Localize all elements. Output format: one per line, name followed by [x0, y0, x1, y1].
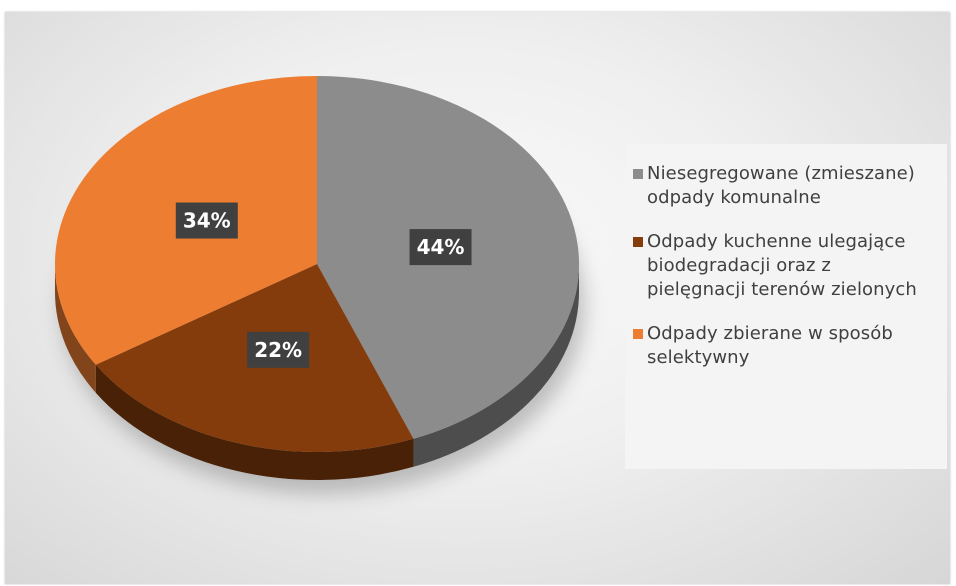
pie-chart: 44% 22% 34% [55, 75, 585, 494]
data-label-box-mixed-waste [409, 229, 472, 266]
pie-side-mixed-waste [413, 264, 579, 467]
legend-label-selective-waste: Odpady zbierane w sposób selektywny [647, 323, 893, 368]
legend-item-mixed-waste: Niesegregowane (zmieszane) odpady komunal… [633, 162, 939, 210]
legend-label-mixed-waste: Niesegregowane (zmieszane) odpady komunal… [647, 163, 915, 208]
legend-item-selective-waste: Odpady zbierane w sposób selektywny [633, 322, 939, 370]
legend: Niesegregowane (zmieszane) odpady komunal… [625, 144, 947, 469]
legend-item-biodegradable-waste: Odpady kuchenne ulegające biodegradacji o… [633, 230, 939, 302]
data-label-text-mixed-waste: 44% [417, 235, 465, 259]
legend-label-biodegradable-waste: Odpady kuchenne ulegające biodegradacji o… [647, 231, 917, 300]
data-label-mixed-waste: 44% [409, 229, 472, 266]
data-label-text-selective-waste: 34% [183, 209, 231, 233]
data-label-selective-waste: 34% [175, 202, 238, 239]
pie-side-biodegradable-waste [95, 364, 414, 480]
data-label-box-biodegradable-waste [247, 331, 310, 368]
chart-area: 44% 22% 34% Niesegregowane (zmieszane) odpa… [5, 12, 950, 584]
data-label-biodegradable-waste: 22% [247, 331, 310, 368]
legend-swatch-biodegradable-waste [633, 237, 643, 247]
legend-swatch-mixed-waste [633, 169, 643, 179]
legend-swatch-selective-waste [633, 329, 643, 339]
data-label-text-biodegradable-waste: 22% [254, 338, 302, 362]
pie-side-selective-waste [55, 264, 96, 393]
data-label-box-selective-waste [175, 202, 238, 239]
